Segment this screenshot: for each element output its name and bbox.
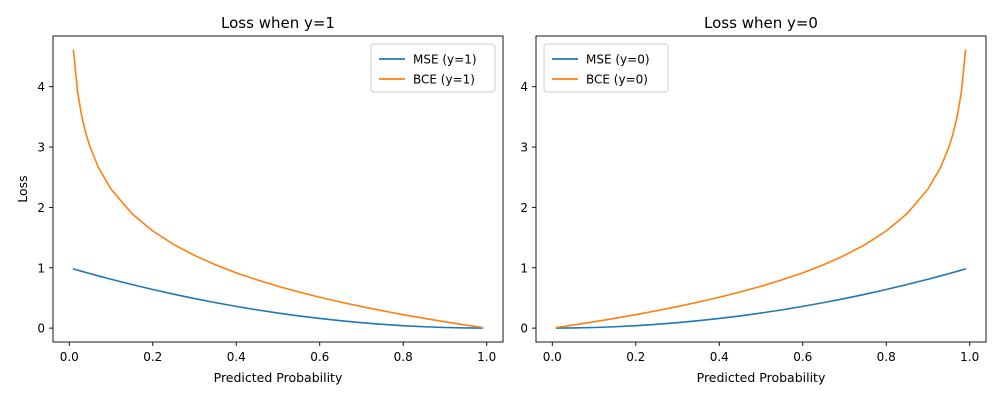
- x-tick-label: 0.6: [793, 350, 812, 364]
- legend-box: [370, 43, 496, 93]
- x-tick-label: 0.0: [60, 350, 79, 364]
- x-axis-label: Predicted Probability: [697, 370, 826, 385]
- x-tick-label: 1.0: [477, 350, 496, 364]
- legend-box: [543, 43, 669, 93]
- chart-loss-y1: 0.0 0.2 0.4 0.6 0.8 1.0 0 1 2 3 4 Loss when y=1 Pred…: [15, 14, 504, 385]
- legend: MSE (y=1) BCE (y=1): [370, 43, 496, 93]
- chart-title: Loss when y=1: [221, 14, 335, 32]
- y-tick-label: 3: [37, 141, 45, 155]
- y-tick-label: 4: [520, 80, 528, 94]
- axes-frame: [535, 35, 987, 343]
- series-line-mse-y-0: [555, 268, 967, 329]
- y-tick-label: 1: [520, 261, 528, 275]
- y-axis-label: Loss: [15, 175, 30, 202]
- legend-entry-label: MSE (y=0): [586, 53, 650, 67]
- axes-frame: [52, 35, 504, 343]
- series-line-mse-y-1: [72, 268, 484, 329]
- y-tick-label: 0: [520, 322, 528, 336]
- x-tick-label: 0.2: [143, 350, 162, 364]
- y-tick-label: 4: [37, 80, 45, 94]
- y-tick-label: 1: [37, 261, 45, 275]
- y-tick-label: 2: [520, 201, 528, 215]
- legend: MSE (y=0) BCE (y=0): [543, 43, 669, 93]
- legend-entry-label: MSE (y=1): [413, 53, 477, 67]
- y-tick-label: 3: [520, 141, 528, 155]
- y-tick-label: 2: [37, 201, 45, 215]
- series-line-bce-y-0: [555, 49, 967, 329]
- x-tick-label: 0.6: [310, 350, 329, 364]
- x-axis-label: Predicted Probability: [214, 370, 343, 385]
- x-tick-label: 0.2: [626, 350, 645, 364]
- x-tick-label: 0.4: [710, 350, 729, 364]
- x-tick-label: 0.8: [877, 350, 896, 364]
- chart-loss-y0: 0.0 0.2 0.4 0.6 0.8 1.0 0 1 2 3 4 Loss when y=0 Pred…: [520, 14, 987, 385]
- x-tick-label: 0.0: [543, 350, 562, 364]
- series-line-bce-y-1: [72, 49, 484, 329]
- legend-entry-label: BCE (y=1): [413, 73, 475, 87]
- legend-entry-label: BCE (y=0): [586, 73, 648, 87]
- x-tick-label: 0.4: [227, 350, 246, 364]
- y-tick-label: 0: [37, 322, 45, 336]
- x-tick-label: 1.0: [960, 350, 979, 364]
- chart-title: Loss when y=0: [704, 14, 818, 32]
- x-tick-label: 0.8: [394, 350, 413, 364]
